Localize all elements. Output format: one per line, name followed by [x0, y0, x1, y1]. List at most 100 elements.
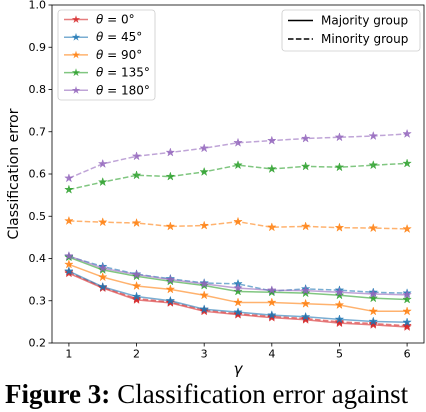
line-chart: 0.2 0.3 0.4 0.5 0.6 0.7 0.8 0.9 1.0 1 2 3 4 5 6 Classi… — [6, 0, 425, 378]
series-line-minority — [68, 255, 408, 294]
data-point — [368, 160, 379, 170]
data-point — [199, 278, 210, 288]
data-point — [131, 151, 142, 161]
theta-legend: θ = 0° θ = 45° θ = 90° θ = 135° θ = 180° — [57, 9, 156, 101]
data-point — [266, 135, 277, 145]
y-tick-label: 0.9 — [29, 41, 47, 54]
y-tick-label: 1.0 — [29, 0, 47, 12]
x-tick-label: 3 — [201, 348, 208, 361]
theta-legend-box — [57, 9, 156, 101]
x-tick-label: 6 — [404, 348, 411, 361]
x-tick-label: 4 — [268, 348, 275, 361]
data-point — [402, 289, 412, 299]
data-point — [199, 166, 210, 177]
data-point — [165, 274, 176, 284]
data-point — [334, 132, 345, 142]
data-point — [233, 297, 243, 307]
data-point — [165, 221, 176, 231]
data-point — [334, 222, 345, 232]
legend-theta-label: θ = 135° — [96, 66, 150, 80]
data-point — [131, 217, 142, 228]
data-point — [266, 285, 277, 295]
data-point — [368, 288, 379, 299]
data-point — [402, 223, 412, 234]
legend-marker — [71, 50, 81, 59]
data-point — [300, 298, 311, 308]
data-point — [165, 284, 176, 294]
group-legend-box — [281, 9, 421, 52]
data-point — [334, 314, 345, 324]
data-point — [131, 291, 142, 301]
data-point — [199, 304, 210, 314]
data-point — [165, 295, 176, 305]
data-point — [97, 158, 108, 168]
data-point — [266, 222, 277, 232]
data-point — [97, 271, 108, 282]
legend-marker — [71, 15, 81, 23]
data-point — [334, 287, 345, 297]
data-point — [64, 259, 74, 269]
y-axis-label: Classification error — [6, 108, 22, 239]
data-point — [64, 173, 74, 183]
data-point — [300, 311, 311, 321]
data-point — [131, 280, 142, 291]
axes-group: 0.2 0.3 0.4 0.5 0.6 0.7 0.8 0.9 1.0 1 2 3 4 5 6 — [29, 0, 425, 361]
data-point — [368, 222, 379, 233]
legend-group-label: Minority group — [321, 32, 408, 46]
data-point — [64, 215, 74, 226]
data-point — [300, 288, 311, 298]
data-point — [233, 286, 243, 296]
data-point — [199, 220, 210, 230]
x-tick-label: 1 — [65, 348, 72, 361]
data-point — [402, 317, 412, 327]
data-point — [131, 269, 142, 279]
series-group — [64, 128, 412, 332]
y-tick-label: 0.2 — [29, 337, 47, 350]
x-axis-label: γ — [234, 360, 244, 378]
data-point — [64, 184, 74, 194]
caption-text: Classification error against — [117, 379, 409, 409]
y-tick-label: 0.8 — [29, 83, 47, 96]
x-tick-label: 2 — [133, 348, 140, 361]
data-point — [97, 263, 108, 273]
data-point — [199, 290, 210, 300]
data-point — [334, 290, 345, 300]
figure-caption: Figure 3: Classification error against — [5, 378, 408, 410]
legend-theta-label: θ = 180° — [96, 83, 150, 97]
data-point — [233, 216, 243, 226]
data-point — [402, 320, 412, 330]
data-point — [266, 309, 277, 320]
legend-marker — [71, 86, 81, 94]
data-point — [402, 306, 412, 316]
legend-marker — [71, 32, 81, 41]
data-point — [64, 250, 74, 261]
data-point — [233, 137, 243, 147]
legend-theta-label: θ = 45° — [96, 30, 142, 44]
data-point — [334, 316, 345, 327]
data-point — [402, 158, 412, 168]
data-point — [97, 281, 108, 291]
data-point — [334, 162, 345, 172]
data-point — [199, 143, 210, 153]
data-point — [368, 306, 379, 316]
data-point — [266, 163, 277, 174]
data-point — [334, 299, 345, 310]
y-tick-label: 0.5 — [29, 210, 47, 223]
data-point — [165, 171, 176, 181]
data-point — [233, 307, 243, 317]
data-point — [300, 285, 311, 295]
data-point — [233, 282, 243, 293]
data-point — [402, 128, 412, 138]
data-point — [368, 130, 379, 141]
legend-theta-label: θ = 90° — [96, 48, 142, 62]
group-legend: Majority group Minority group — [281, 9, 421, 52]
y-tick-label: 0.3 — [29, 294, 47, 307]
y-tick-label: 0.7 — [29, 125, 47, 138]
legend-marker — [71, 68, 81, 77]
data-point — [368, 316, 379, 326]
y-tick-label: 0.6 — [29, 168, 47, 181]
data-point — [266, 297, 277, 307]
data-point — [64, 266, 74, 276]
data-point — [368, 293, 379, 303]
data-point — [97, 217, 108, 227]
